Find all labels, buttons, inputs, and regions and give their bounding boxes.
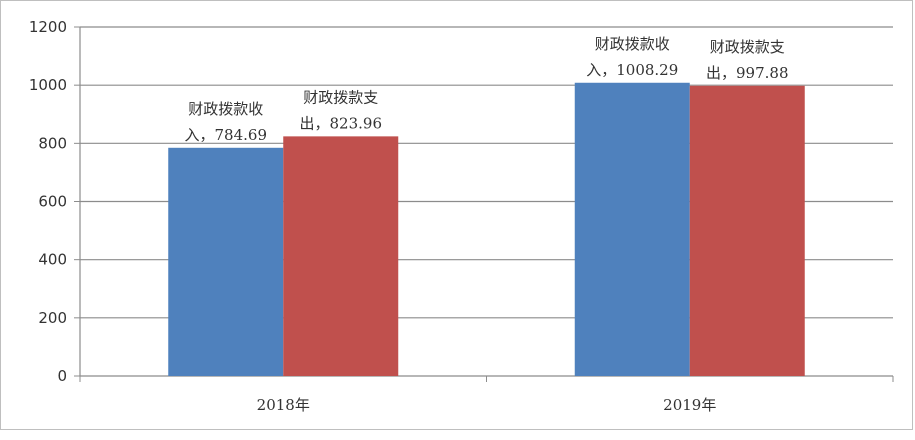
y-tick-label-6: 1200 [29,18,67,36]
data-label-expense-0-line-1: 出，823.96 [300,114,383,132]
y-tick-label-4: 800 [38,134,67,152]
data-label-income-1-line-1: 入，1008.29 [586,61,678,79]
y-tick-label-0: 0 [57,367,67,385]
y-tick-label-1: 200 [38,309,67,327]
data-label-expense-1-line-0: 财政拨款支 [710,38,785,56]
x-category-label-1: 2019年 [663,396,716,414]
bar-expense-0 [283,136,399,376]
y-tick-label-3: 600 [38,193,67,211]
data-label-expense-1-line-1: 出，997.88 [706,64,789,82]
bar-expense-1 [689,85,805,376]
data-label-income-1-line-0: 财政拨款收 [595,35,670,53]
x-category-label-0: 2018年 [257,396,310,414]
bar-income-0 [168,147,284,376]
y-tick-label-2: 400 [38,251,67,269]
data-label-expense-0-line-0: 财政拨款支 [303,88,378,106]
bar-income-1 [574,82,690,376]
data-label-income-0-line-1: 入，784.69 [185,126,268,144]
data-label-income-0-line-0: 财政拨款收 [188,100,263,118]
y-tick-label-5: 1000 [29,76,67,94]
bars [168,82,805,376]
